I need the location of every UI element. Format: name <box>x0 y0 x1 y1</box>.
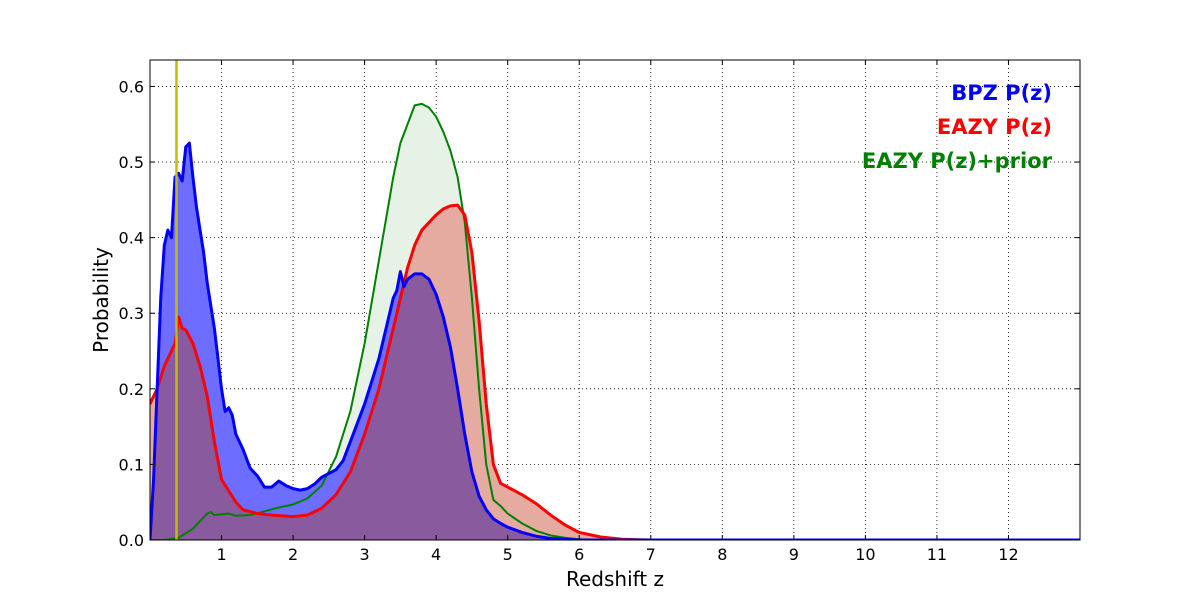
y-tick-label: 0.1 <box>119 455 144 474</box>
y-tick-label: 0.2 <box>119 380 144 399</box>
y-tick-label: 0.3 <box>119 304 144 323</box>
axis-ticks: 1 2 3 4 5 6 7 8 9 10 11 120.00.10.20.30.40.50.6 <box>119 60 1080 564</box>
x-tick-label: 1 <box>216 545 226 564</box>
overlap-area <box>150 273 723 540</box>
plot-frame <box>149 59 1081 541</box>
eazy-p-z-prior-line <box>150 102 1080 540</box>
y-axis-label: Probability <box>89 247 113 353</box>
x-tick-label: 9 <box>789 545 799 564</box>
x-tick-label: 10 <box>855 545 875 564</box>
y-tick-label: 0.0 <box>119 531 144 550</box>
x-tick-label: 6 <box>574 545 584 564</box>
plot-area <box>150 60 1080 540</box>
x-tick-label: 8 <box>717 545 727 564</box>
x-tick-label: 12 <box>998 545 1018 564</box>
grid <box>150 60 1080 541</box>
legend-entry-eazy-p-z: EAZY P(z) <box>937 115 1052 139</box>
y-tick-label: 0.4 <box>119 229 144 248</box>
x-tick-label: 11 <box>927 545 947 564</box>
legend-entry-eazy-p-z-prior: EAZY P(z)+prior <box>862 149 1053 173</box>
x-tick-label: 3 <box>360 545 370 564</box>
y-tick-label: 0.5 <box>119 153 144 172</box>
filled-areas <box>150 103 1080 540</box>
eazy-p-z-line <box>150 203 1080 540</box>
bpz-p-z-line <box>150 141 1080 540</box>
x-tick-label: 7 <box>646 545 656 564</box>
x-axis-label: Redshift z <box>566 567 664 591</box>
series-lines <box>150 102 1080 540</box>
legend: BPZ P(z) EAZY P(z) EAZY P(z)+prior <box>862 81 1053 173</box>
x-tick-label: 2 <box>288 545 298 564</box>
y-tick-label: 0.6 <box>119 77 144 96</box>
x-tick-label: 4 <box>431 545 441 564</box>
x-tick-label: 5 <box>503 545 513 564</box>
legend-entry-bpz-p-z: BPZ P(z) <box>951 81 1052 105</box>
